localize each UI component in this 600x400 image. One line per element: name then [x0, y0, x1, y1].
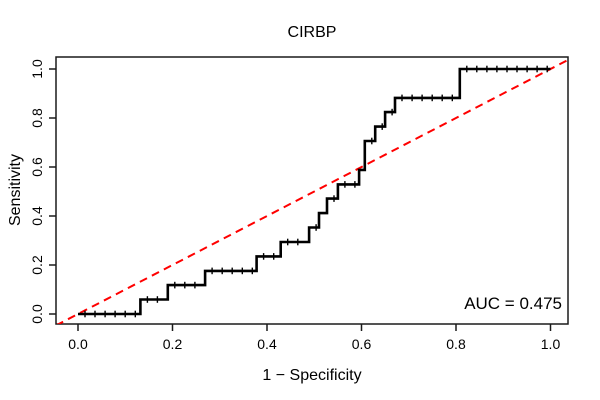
y-axis-label: Sensitivity [7, 153, 24, 227]
plot-title: CIRBP [287, 24, 337, 41]
roc-point-ticks [84, 65, 548, 318]
x-tick-label-0.4: 0.4 [257, 336, 277, 352]
plot-box [55, 56, 569, 325]
y-tick-label-0.4: 0.4 [29, 206, 45, 226]
roc-curve [78, 67, 551, 316]
x-axis-label: 1 − Specificity [262, 367, 362, 384]
x-tick-label-0.6: 0.6 [351, 336, 372, 352]
chance-diagonal-line [56, 59, 568, 324]
auc-annotation: AUC = 0.475 [464, 294, 562, 313]
x-tick-label-0.0: 0.0 [68, 336, 88, 352]
x-tick-label-0.8: 0.8 [446, 336, 466, 352]
y-tick-label-0.8: 0.8 [29, 108, 45, 128]
x-tick-label-1.0: 1.0 [540, 336, 561, 352]
y-tick-label-0.2: 0.2 [29, 255, 45, 275]
x-tick-label-0.2: 0.2 [162, 336, 183, 352]
y-tick-label-0.6: 0.6 [29, 157, 45, 177]
y-tick-label-0.0: 0.0 [29, 304, 45, 324]
y-tick-label-1.0: 1.0 [29, 59, 45, 79]
